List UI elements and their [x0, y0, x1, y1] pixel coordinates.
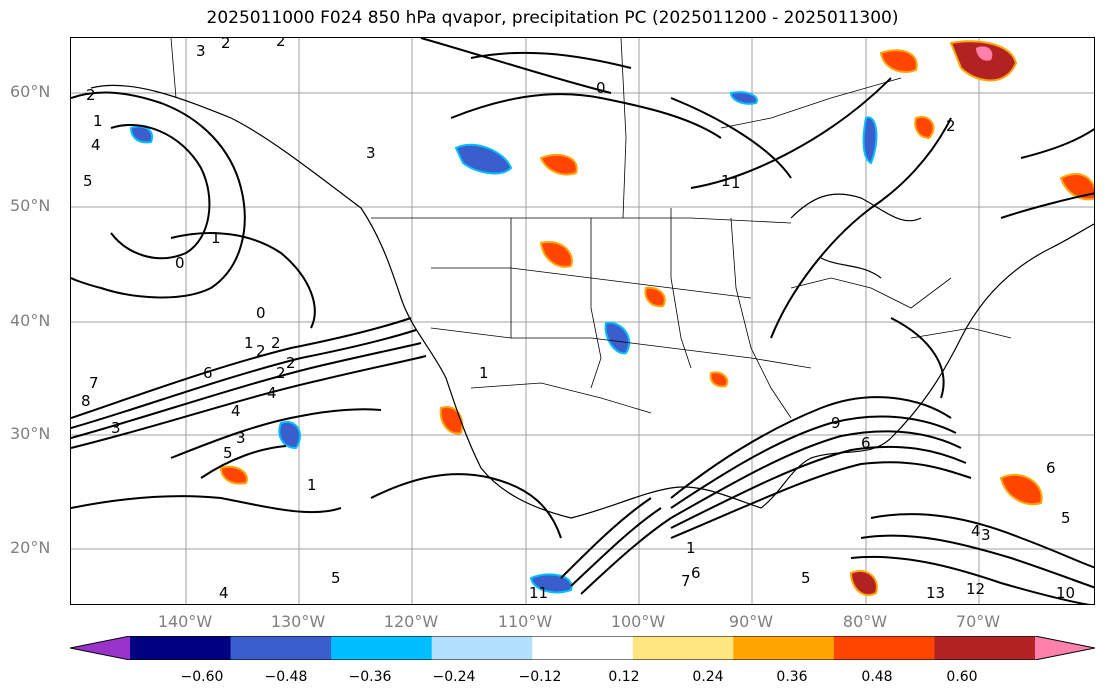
contour-label: 1	[731, 174, 741, 192]
contour-label: 2	[946, 117, 956, 135]
colorbar-segment	[632, 636, 734, 660]
map-title: 2025011000 F024 850 hPa qvapor, precipit…	[206, 8, 899, 28]
contour-label: 3	[236, 429, 246, 447]
borders	[170, 38, 1012, 419]
contour-label: 6	[861, 434, 871, 452]
lon-label: 140°W	[157, 612, 213, 631]
contour-label: 2	[86, 86, 96, 104]
contour-label: 2	[271, 334, 281, 352]
contours	[71, 38, 1094, 604]
contour-label: 5	[801, 569, 811, 587]
colorbar-tick-label: −0.12	[518, 669, 562, 685]
colorbar-segment	[130, 636, 232, 660]
contour-label: 4	[267, 384, 277, 402]
contour-label: 3	[981, 526, 991, 544]
contour-label: 4	[971, 522, 981, 540]
contour-label: 1	[211, 229, 221, 247]
colorbar-extend-min	[70, 636, 130, 660]
contour-label: 4	[231, 402, 241, 420]
contour-label: 0	[175, 254, 185, 272]
contour-label: 1	[244, 334, 254, 352]
map-panel[interactable]: 3 2 2 1 4 5 2 1 0 3 0 1 0 2 2 1 3 4 2 6 …	[70, 37, 1095, 605]
contour-label: 0	[256, 304, 266, 322]
lat-label: 60°N	[10, 82, 51, 101]
contour-label: 4	[219, 584, 229, 602]
lat-label: 50°N	[10, 196, 51, 215]
lon-label: 120°W	[383, 612, 439, 631]
colorbar-tick-label: 0.24	[692, 669, 724, 685]
coastlines	[90, 84, 1094, 519]
contour-label: 1	[93, 112, 103, 130]
lon-label: 80°W	[842, 612, 888, 631]
colorbar-tick-label: 0.60	[946, 669, 978, 685]
colorbar-tick-label: 0.12	[608, 669, 640, 685]
graticule	[71, 38, 1094, 604]
contour-label: 3	[111, 419, 121, 437]
contour-label: 5	[83, 172, 93, 190]
contour-label: 12	[966, 580, 985, 598]
colorbar-tick-label: −0.48	[264, 669, 308, 685]
contour-label: 4	[91, 136, 101, 154]
colorbar-tick-label: −0.24	[432, 669, 476, 685]
contour-labels: 3 2 2 1 4 5 2 1 0 3 0 1 0 2 2 1 3 4 2 6 …	[81, 38, 1075, 602]
contour-label: 3	[366, 144, 376, 162]
lat-label: 30°N	[10, 424, 51, 443]
contour-label: 6	[1046, 459, 1056, 477]
lon-label: 70°W	[955, 612, 1001, 631]
colorbar-extend-max	[1035, 636, 1095, 660]
contour-label: 2	[256, 342, 266, 360]
colorbar-tick-label: 0.36	[776, 669, 808, 685]
lat-label: 20°N	[10, 538, 51, 557]
colorbar-segments	[70, 636, 1095, 660]
contour-label: 8	[81, 392, 91, 410]
contour-label: 3	[196, 42, 206, 60]
colorbar-tick-label: −0.36	[348, 669, 392, 685]
contour-label: 5	[331, 569, 341, 587]
contour-label: 7	[681, 572, 691, 590]
contour-label: 1	[307, 476, 317, 494]
colorbar-tick-label: −0.60	[180, 669, 224, 685]
contour-label: 0	[596, 79, 606, 97]
colorbar-segment	[230, 636, 332, 660]
lon-label: 130°W	[270, 612, 326, 631]
contour-label: 11	[529, 584, 548, 602]
contour-label: 2	[221, 38, 231, 52]
lat-label: 40°N	[10, 311, 51, 330]
colorbar-segment	[331, 636, 433, 660]
contour-label: 5	[223, 444, 233, 462]
contour-label: 9	[831, 414, 841, 432]
contour-label: 7	[89, 374, 99, 392]
lon-label: 90°W	[728, 612, 774, 631]
colorbar-segment	[532, 636, 634, 660]
contour-label: 1	[686, 539, 696, 557]
contour-label: 5	[1061, 509, 1071, 527]
contour-label: 13	[926, 584, 945, 602]
precip-shading	[129, 40, 1094, 596]
colorbar-segment	[431, 636, 533, 660]
contour-label: 6	[203, 364, 213, 382]
lon-label: 100°W	[610, 612, 666, 631]
contour-label: 2	[276, 38, 286, 50]
contour-label: 2	[276, 364, 286, 382]
colorbar	[70, 636, 1095, 660]
contour-label: 1	[721, 172, 731, 190]
contour-label: 10	[1056, 584, 1075, 602]
colorbar-segment	[733, 636, 835, 660]
contour-label: 6	[691, 564, 701, 582]
map-canvas: 3 2 2 1 4 5 2 1 0 3 0 1 0 2 2 1 3 4 2 6 …	[71, 38, 1094, 604]
colorbar-segment	[934, 636, 1036, 660]
colorbar-segment	[833, 636, 935, 660]
lon-label: 110°W	[497, 612, 553, 631]
colorbar-tick-label: 0.48	[861, 669, 893, 685]
contour-label: 2	[286, 354, 296, 372]
contour-label: 1	[479, 364, 489, 382]
